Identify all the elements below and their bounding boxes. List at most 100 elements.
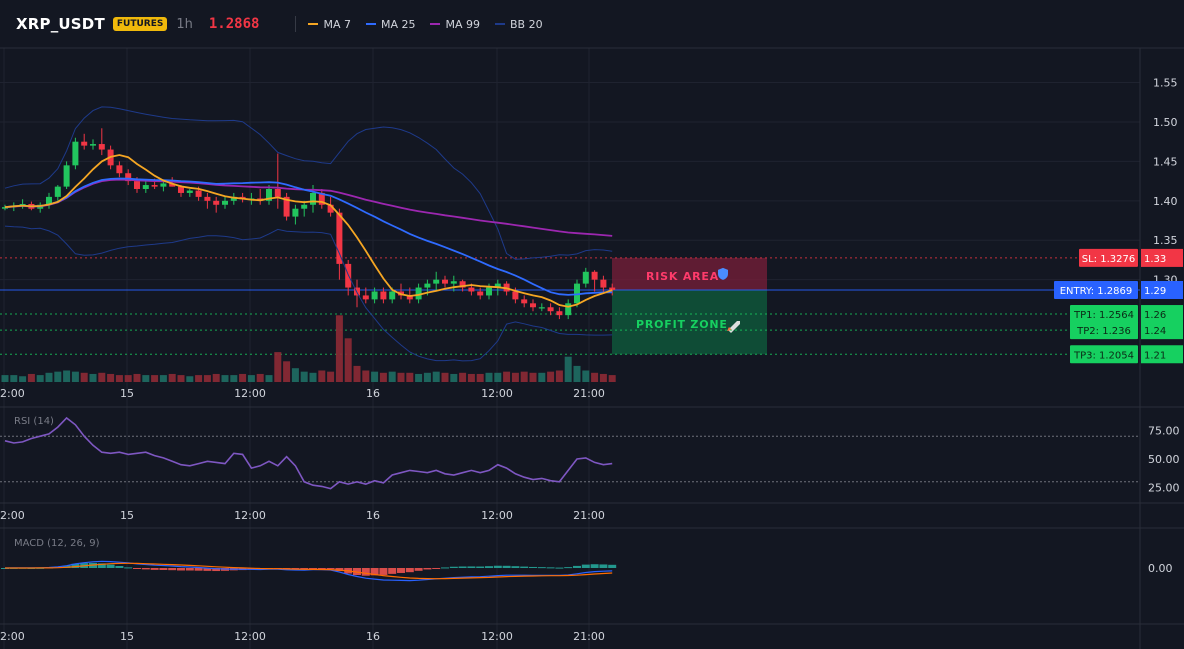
candle-body	[450, 281, 457, 284]
candle-body	[142, 185, 149, 189]
volume-bar	[133, 373, 141, 382]
legend-bb20[interactable]: BB 20	[495, 18, 543, 31]
volume-bar	[177, 375, 185, 382]
volume-bar	[80, 372, 88, 382]
volume-bar	[371, 371, 379, 382]
volume-bar	[63, 370, 71, 382]
interval-selector[interactable]: 1h	[176, 16, 193, 32]
macd-signal-line	[5, 562, 613, 580]
candle-body	[362, 295, 369, 300]
candle-body	[459, 281, 466, 288]
price-tick-label: 1.45	[1153, 155, 1178, 168]
volume-bar	[467, 373, 475, 382]
legend-label: BB 20	[510, 17, 543, 31]
time-axis-label-macd: 2:00	[0, 630, 25, 643]
volume-bar	[291, 368, 299, 382]
candle-body	[582, 271, 589, 284]
volume-bar	[494, 372, 502, 382]
macd-histogram-bar	[397, 568, 405, 573]
macd-histogram-bar	[370, 568, 379, 576]
candle-body	[222, 200, 228, 205]
price-tag-label: TP2: 1.236	[1076, 326, 1131, 337]
volume-bar	[239, 373, 247, 382]
volume-bar	[379, 372, 387, 382]
volume-bar	[335, 315, 343, 382]
volume-bar	[98, 372, 106, 382]
volume-bar	[54, 371, 62, 382]
macd-histogram-bar	[326, 568, 335, 569]
legend-label: MA 99	[445, 17, 480, 31]
volume-bar	[300, 371, 308, 382]
price-axis-marker-value: 1.24	[1144, 326, 1166, 337]
volume-bar	[538, 372, 546, 382]
macd-histogram-bar	[573, 565, 581, 568]
candle-body	[81, 141, 88, 146]
price-axis-marker	[1141, 321, 1183, 340]
candle-body	[318, 192, 325, 205]
candle-body	[195, 190, 202, 197]
time-axis-label-macd: 12:00	[234, 630, 266, 643]
candle-body	[406, 295, 413, 300]
candle-body	[274, 188, 281, 197]
time-axis-label-main: 21:00	[573, 387, 605, 400]
shield-icon	[718, 267, 728, 280]
volume-bar	[485, 372, 493, 382]
volume-bar	[344, 338, 352, 382]
volume-bar	[432, 371, 440, 382]
symbol-name[interactable]: XRP_USDT	[16, 15, 105, 33]
volume-bar	[203, 375, 211, 382]
macd-histogram-bar	[124, 567, 133, 569]
candle-body	[530, 303, 536, 308]
axes: 75.00 50.00 25.00 0.00 1.55 1.50 1.45 1.40 1.35 1…	[0, 77, 1180, 643]
candle-body	[186, 190, 193, 193]
legend-swatch-ma99	[430, 23, 441, 25]
macd-histogram-bar	[520, 566, 529, 568]
candle-body	[547, 307, 554, 312]
legend-swatch-ma7	[308, 23, 319, 25]
legend-ma99[interactable]: MA 99	[430, 18, 480, 31]
volume-bar	[388, 371, 396, 382]
volume-bar	[115, 375, 123, 382]
candle-body	[442, 279, 448, 284]
volume-bar	[591, 372, 599, 382]
macd-histogram-bar	[458, 566, 467, 568]
price-tag-label: SL: 1.3276	[1082, 254, 1135, 265]
volume-bars	[1, 315, 616, 382]
legend-ma7[interactable]: MA 7	[308, 18, 351, 31]
macd-histogram-bar	[133, 568, 141, 569]
volume-bar	[159, 375, 167, 382]
volume-bar	[27, 373, 35, 382]
candle-body	[178, 186, 184, 193]
candle-body	[2, 207, 8, 209]
candle-body	[230, 196, 237, 201]
volume-bar	[265, 375, 273, 382]
time-axis-label-rsi: 2:00	[0, 509, 25, 522]
candle-body	[310, 192, 316, 205]
chart-header: XRP_USDT FUTURES 1h 1.2868 MA 7 MA 25 MA…	[0, 0, 1184, 48]
volume-bar	[195, 375, 203, 382]
macd-histogram-bar	[300, 568, 309, 570]
macd-histogram-bar	[150, 568, 159, 570]
volume-bar	[19, 376, 27, 382]
macd-histogram-bar	[97, 563, 106, 568]
risk-area-zone	[612, 257, 767, 290]
volume-bar	[511, 372, 519, 382]
time-axis-label-rsi: 21:00	[573, 509, 605, 522]
volume-bar	[450, 373, 458, 382]
volume-bar	[221, 375, 229, 382]
time-axis-label-rsi: 12:00	[234, 509, 266, 522]
macd-histogram-bar	[581, 564, 590, 568]
macd-histogram-bar	[511, 566, 520, 568]
price-axis-marker	[1141, 305, 1183, 324]
rsi-tick-label: 50.00	[1148, 453, 1180, 466]
legend-ma25[interactable]: MA 25	[365, 18, 415, 31]
price-tick-label: 1.40	[1153, 195, 1178, 208]
time-axis-label-main: 16	[366, 387, 380, 400]
volume-bar	[608, 375, 616, 382]
macd-histogram-bar	[485, 566, 493, 568]
legend-swatch-bb20	[495, 23, 505, 25]
volume-bar	[168, 373, 176, 382]
price-tick-label: 1.55	[1153, 77, 1178, 90]
candle-body	[415, 287, 422, 300]
